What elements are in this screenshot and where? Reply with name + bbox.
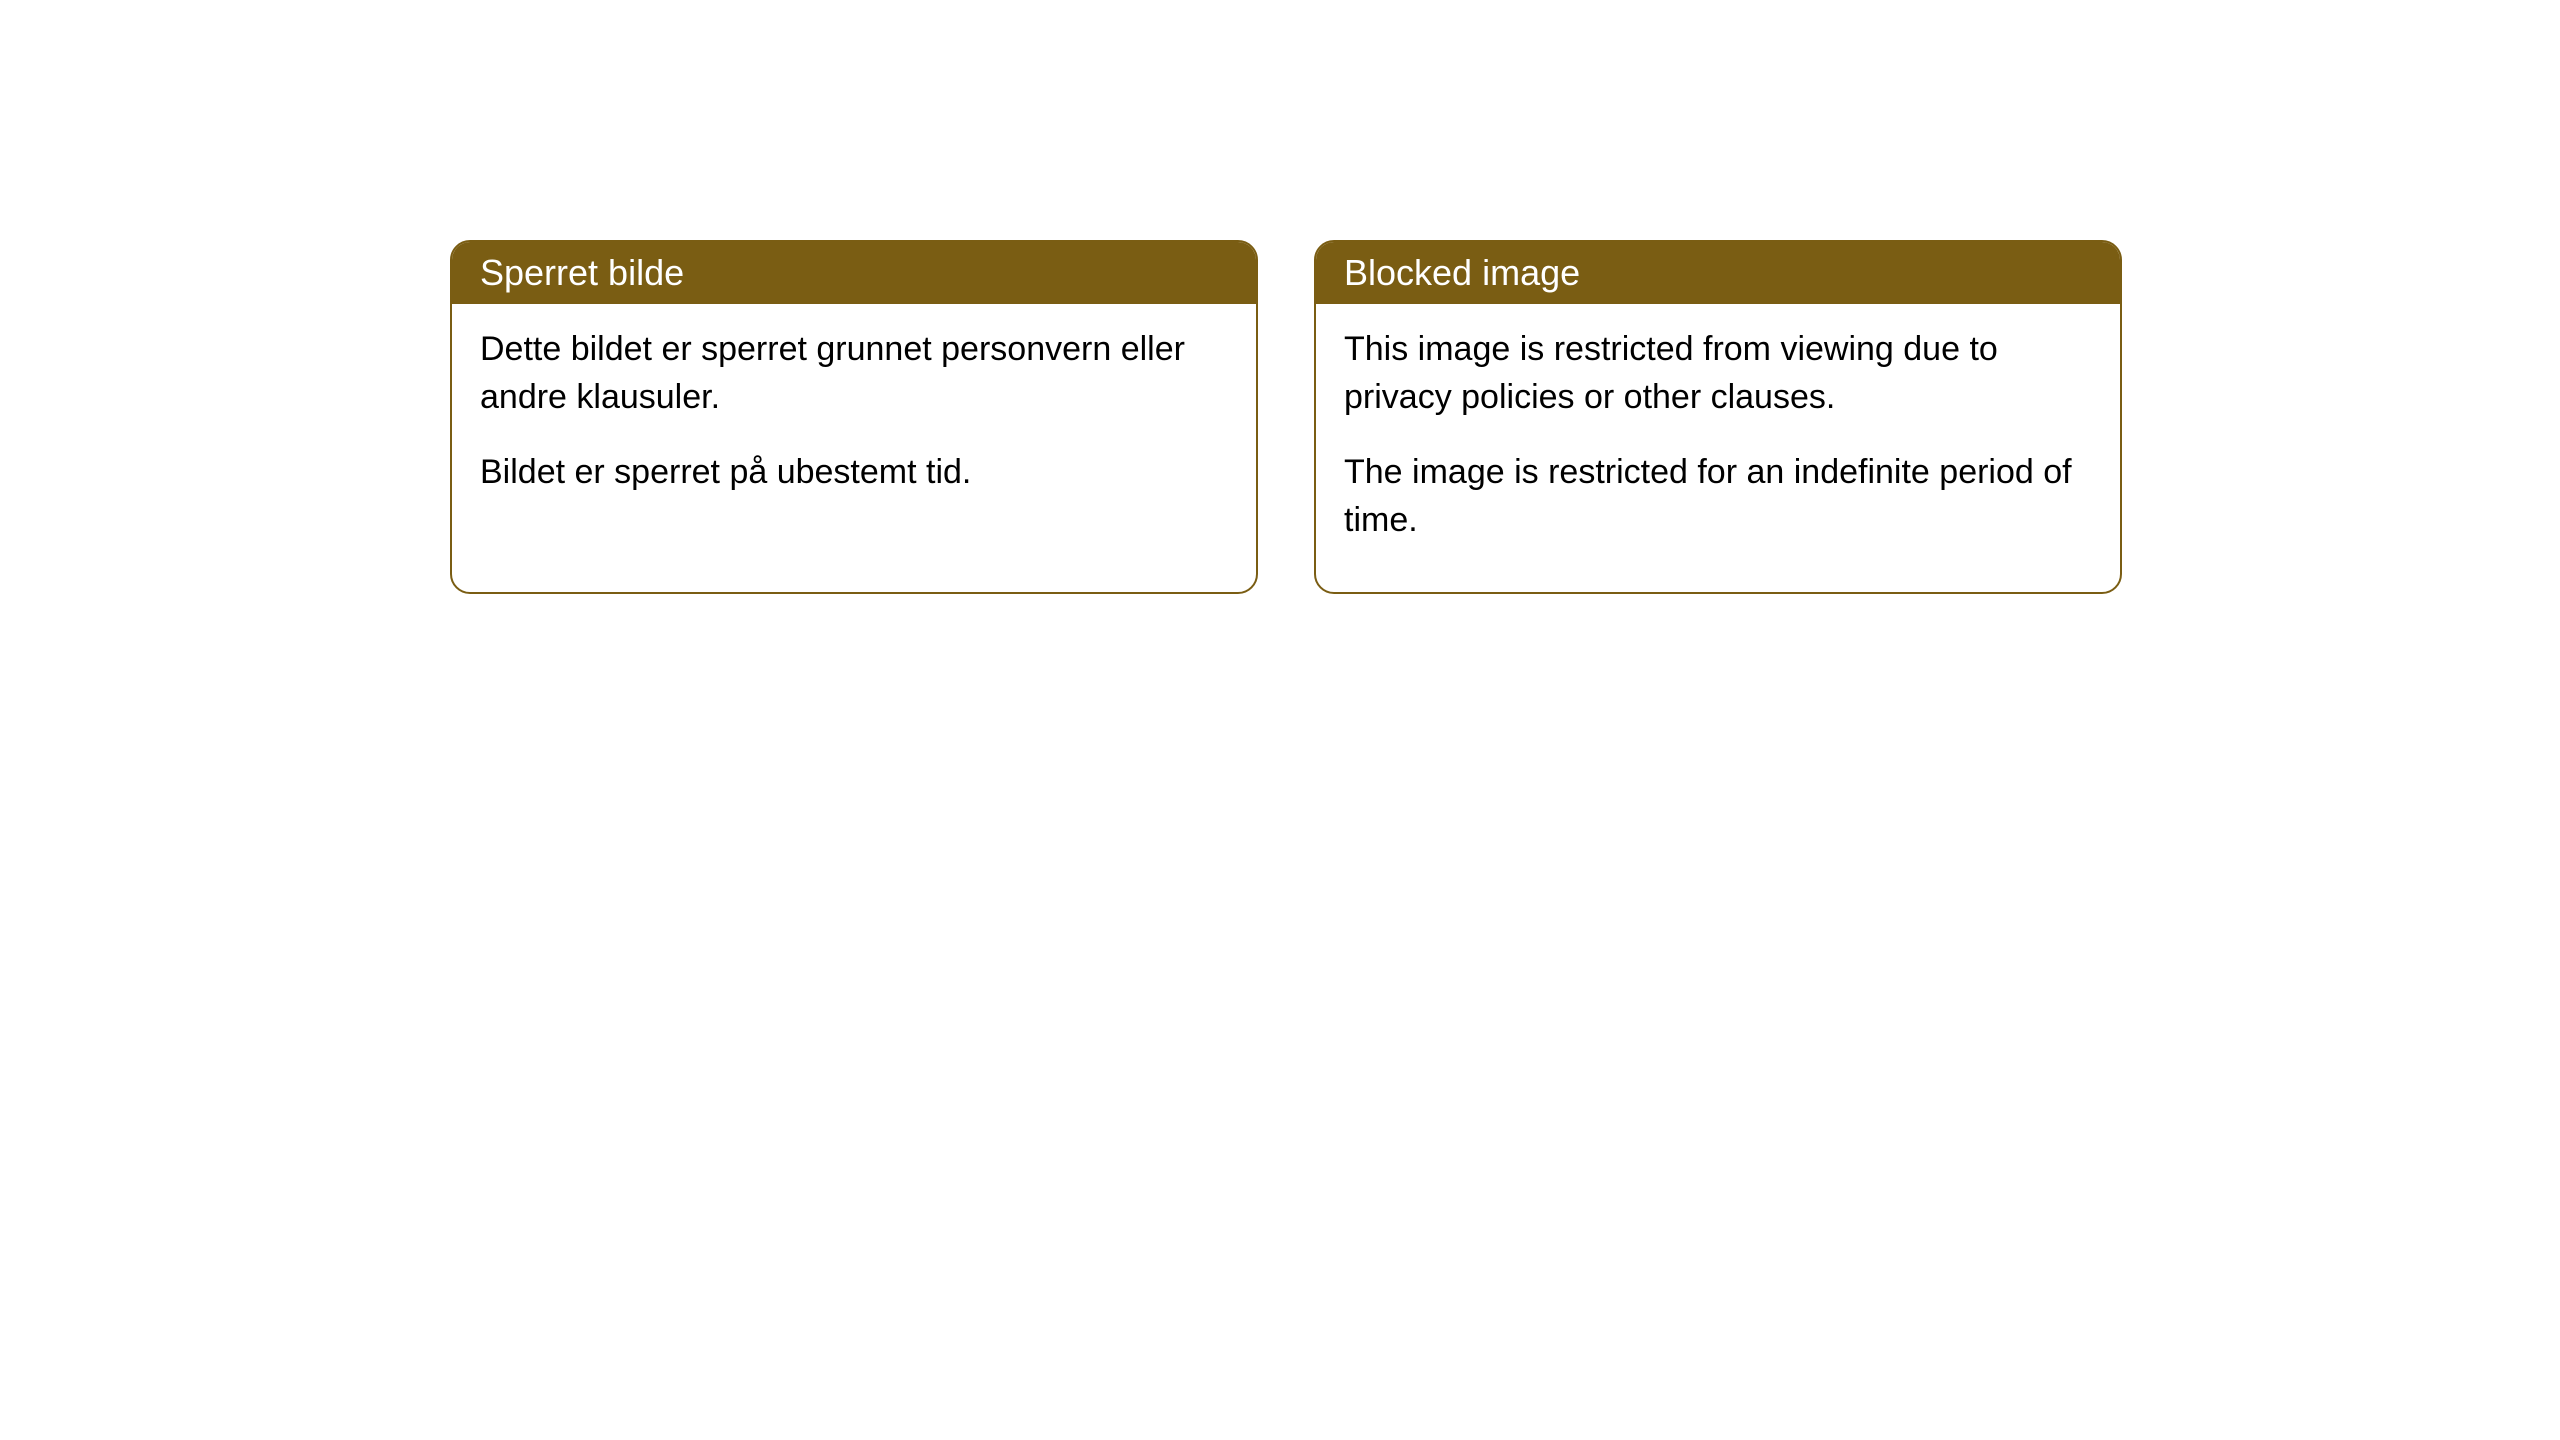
card-paragraph: Dette bildet er sperret grunnet personve…	[480, 326, 1228, 421]
card-header-english: Blocked image	[1316, 242, 2120, 304]
card-body-english: This image is restricted from viewing du…	[1316, 304, 2120, 592]
notice-cards-container: Sperret bilde Dette bildet er sperret gr…	[0, 0, 2560, 594]
card-paragraph: This image is restricted from viewing du…	[1344, 326, 2092, 421]
card-paragraph: Bildet er sperret på ubestemt tid.	[480, 449, 1228, 497]
card-header-norwegian: Sperret bilde	[452, 242, 1256, 304]
blocked-image-card-norwegian: Sperret bilde Dette bildet er sperret gr…	[450, 240, 1258, 594]
card-body-norwegian: Dette bildet er sperret grunnet personve…	[452, 304, 1256, 545]
card-title: Blocked image	[1344, 252, 1580, 293]
blocked-image-card-english: Blocked image This image is restricted f…	[1314, 240, 2122, 594]
card-paragraph: The image is restricted for an indefinit…	[1344, 449, 2092, 544]
card-title: Sperret bilde	[480, 252, 684, 293]
